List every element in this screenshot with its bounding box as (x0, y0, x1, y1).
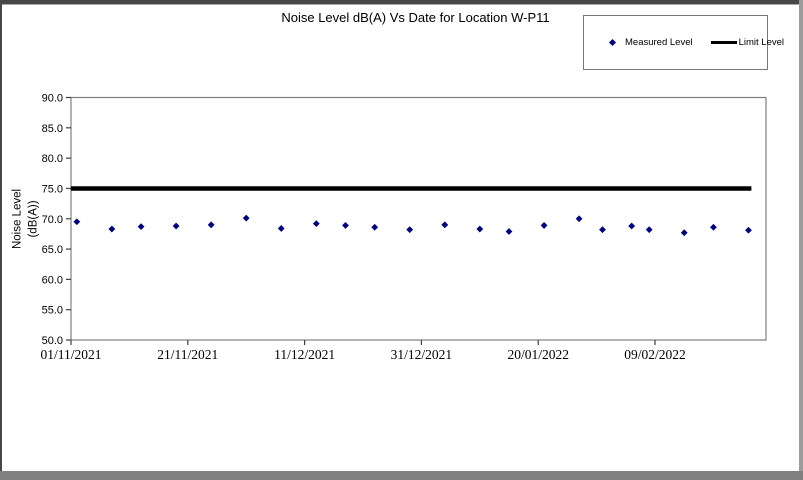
data-point-measured (680, 229, 688, 237)
data-point-measured (73, 218, 81, 226)
data-point-measured (599, 226, 606, 234)
data-point-measured (476, 225, 484, 233)
data-point-measured (172, 222, 180, 230)
y-tick-label: 85.0 (42, 123, 63, 135)
data-point-measured (371, 223, 379, 231)
x-tick-label: 31/12/2021 (391, 347, 453, 362)
data-point-measured (628, 222, 636, 230)
data-point-measured (312, 220, 320, 227)
data-point-measured (710, 223, 717, 231)
y-tick-label: 70.0 (42, 214, 63, 226)
legend-label-limit: Limit Level (738, 37, 785, 48)
plot-border (70, 96, 767, 341)
y-tick-label: 50.0 (42, 335, 63, 347)
data-point-measured (137, 223, 145, 231)
data-point-measured (441, 221, 449, 229)
data-point-measured (242, 214, 250, 222)
x-tick-label: 01/11/2021 (40, 347, 101, 362)
y-tick-label: 80.0 (42, 153, 63, 165)
data-point-measured (406, 226, 414, 234)
window-border-top (0, 0, 803, 5)
y-tick-label: 55.0 (42, 305, 63, 317)
legend-label-measured: Measured Level (625, 37, 693, 48)
x-tick-label: 21/11/2021 (157, 347, 218, 362)
window-border-right (799, 0, 803, 480)
y-tick-label: 90.0 (42, 93, 63, 105)
data-point-measured (108, 225, 116, 233)
data-point-measured (505, 228, 513, 235)
y-tick-label: 60.0 (42, 274, 63, 286)
data-point-measured (277, 225, 285, 232)
x-tick-label: 20/01/2022 (507, 347, 569, 362)
x-tick-label: 09/02/2022 (624, 347, 686, 362)
window-bottom-bar (0, 471, 803, 480)
chart-title: Noise Level dB(A) Vs Date for Location W… (281, 10, 550, 25)
data-point-measured (540, 222, 548, 229)
data-point-measured (745, 226, 752, 234)
data-point-measured (645, 226, 653, 234)
data-point-measured (207, 221, 215, 229)
y-tick-label: 75.0 (42, 183, 63, 195)
chart-legend[interactable]: Measured Level Limit Level (583, 15, 784, 70)
y-tick-label: 65.0 (42, 244, 63, 256)
data-point-measured (575, 215, 583, 223)
legend-item-measured-level: Measured Level (608, 37, 693, 48)
data-point-measured (342, 222, 349, 229)
window-border-left (0, 0, 2, 480)
limit-level-line-icon (710, 41, 737, 44)
x-tick-label: 11/12/2021 (274, 347, 335, 362)
legend-item-limit-level: Limit Level (693, 37, 784, 48)
